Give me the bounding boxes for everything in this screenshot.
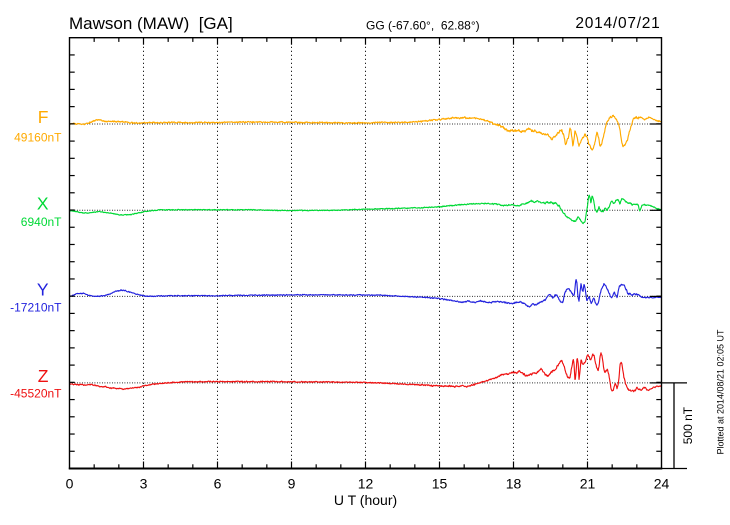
svg-text:24: 24 bbox=[654, 475, 670, 491]
svg-text:500 nT: 500 nT bbox=[681, 406, 695, 444]
svg-text:Z: Z bbox=[38, 366, 49, 386]
svg-text:9: 9 bbox=[288, 475, 296, 491]
svg-text:18: 18 bbox=[506, 475, 522, 491]
svg-text:X: X bbox=[37, 193, 49, 213]
svg-text:2014/07/21: 2014/07/21 bbox=[575, 15, 660, 32]
svg-text:Y: Y bbox=[37, 280, 49, 300]
svg-text:21: 21 bbox=[580, 475, 596, 491]
svg-text:Mawson (MAW) [GA]: Mawson (MAW) [GA] bbox=[69, 14, 233, 33]
svg-text:-45520nT: -45520nT bbox=[10, 386, 62, 400]
svg-text:F: F bbox=[38, 107, 49, 127]
svg-text:15: 15 bbox=[432, 475, 448, 491]
svg-text:3: 3 bbox=[140, 475, 148, 491]
svg-text:6940nT: 6940nT bbox=[21, 215, 62, 229]
svg-text:12: 12 bbox=[358, 475, 374, 491]
svg-text:U T (hour): U T (hour) bbox=[334, 492, 397, 508]
svg-text:49160nT: 49160nT bbox=[14, 131, 62, 145]
svg-text:GG (-67.60°, 62.88°): GG (-67.60°, 62.88°) bbox=[366, 18, 480, 32]
svg-text:-17210nT: -17210nT bbox=[10, 301, 62, 315]
svg-text:6: 6 bbox=[214, 475, 222, 491]
svg-text:Plotted at 2014/08/21 02:05 UT: Plotted at 2014/08/21 02:05 UT bbox=[716, 329, 726, 455]
svg-text:0: 0 bbox=[66, 475, 74, 491]
